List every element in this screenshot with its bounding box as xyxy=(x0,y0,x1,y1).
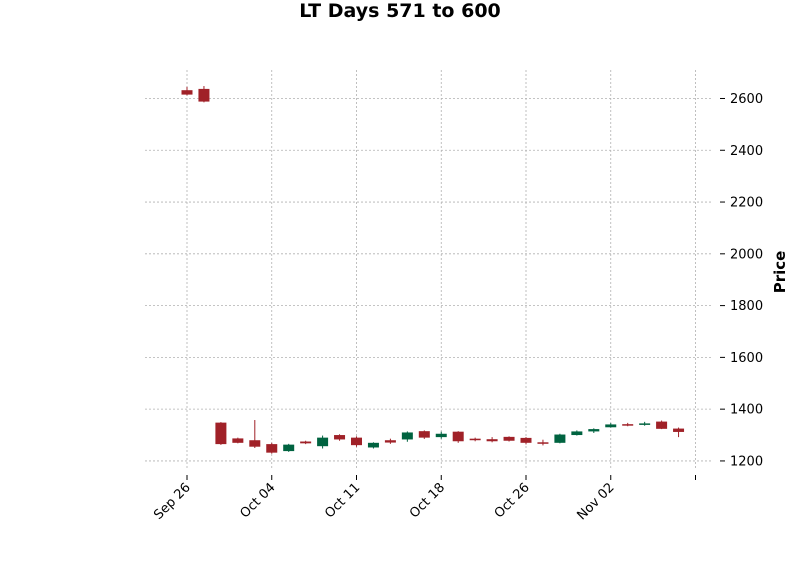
candle xyxy=(401,431,413,442)
y-tick-label: 1800 xyxy=(730,299,763,314)
y-axis-label: Price xyxy=(771,251,789,294)
candle-body xyxy=(622,424,634,426)
candle xyxy=(351,436,362,447)
candle-body xyxy=(401,432,413,440)
candle-body xyxy=(605,424,617,428)
y-tick-label: 2200 xyxy=(730,196,763,211)
candle-body xyxy=(317,437,329,447)
candle xyxy=(266,442,278,454)
candle-body xyxy=(588,429,600,432)
y-tick-label: 1200 xyxy=(730,454,763,469)
candle xyxy=(300,440,312,445)
candle xyxy=(656,420,668,430)
candle-body xyxy=(469,438,481,441)
x-tick-label: Sep 26 xyxy=(151,480,194,523)
candle-body xyxy=(452,431,464,442)
candle xyxy=(520,437,532,445)
candle xyxy=(317,435,329,449)
candle-body xyxy=(639,423,651,425)
candle xyxy=(198,86,210,103)
candle-body xyxy=(283,444,295,452)
candle xyxy=(215,422,227,445)
y-tick-label: 2600 xyxy=(730,92,763,107)
candle-layer xyxy=(181,86,685,454)
candle xyxy=(452,431,464,443)
candle-body xyxy=(656,421,668,429)
candle xyxy=(469,437,481,442)
candle-body xyxy=(334,435,346,440)
candle-body xyxy=(571,431,583,436)
candle-body xyxy=(266,444,278,453)
candle-body xyxy=(554,434,566,443)
candle xyxy=(181,86,193,96)
candle-body xyxy=(418,431,430,438)
candle-body xyxy=(249,440,261,447)
x-tick-label: Oct 18 xyxy=(407,480,448,521)
candle xyxy=(571,430,583,436)
candle xyxy=(418,430,430,439)
candle xyxy=(605,423,617,428)
candle-body xyxy=(215,422,227,445)
candle xyxy=(554,433,566,444)
x-axis: Sep 26 Oct 04 Oct 11 Oct 18 Oct 26 Nov 02 xyxy=(151,475,696,523)
candle xyxy=(503,436,515,442)
candle-body xyxy=(384,440,396,443)
candle xyxy=(232,437,244,444)
x-tick-label: Oct 04 xyxy=(237,480,278,521)
candle-body xyxy=(486,439,498,442)
candle-body xyxy=(351,437,362,446)
y-tick-label: 1600 xyxy=(730,351,763,366)
candle-body xyxy=(198,88,210,102)
grid-layer xyxy=(145,70,712,470)
candle xyxy=(334,434,346,441)
candle xyxy=(249,420,261,448)
candle-body xyxy=(503,436,515,441)
y-tick-label: 1400 xyxy=(730,403,763,418)
candle-body xyxy=(367,442,379,448)
candle-body xyxy=(181,90,193,95)
candle xyxy=(622,422,634,427)
y-tick-label: 2400 xyxy=(730,144,763,159)
candle xyxy=(283,443,295,452)
candle-body xyxy=(537,442,549,444)
candle xyxy=(537,439,549,446)
x-tick-label: Oct 26 xyxy=(492,480,533,521)
candle-body xyxy=(232,438,244,443)
candle xyxy=(673,427,685,438)
candle xyxy=(435,431,447,439)
candle xyxy=(367,442,379,449)
candle xyxy=(639,421,651,426)
x-tick-label: Nov 02 xyxy=(574,480,617,523)
candle xyxy=(588,428,600,433)
candle-body xyxy=(300,441,312,444)
candle-body xyxy=(435,433,447,438)
y-tick-label: 2000 xyxy=(730,247,763,262)
candle xyxy=(486,437,498,443)
candle xyxy=(384,438,396,444)
x-tick-label: Oct 11 xyxy=(322,480,363,521)
chart-title: LT Days 571 to 600 xyxy=(299,0,501,22)
candle-body xyxy=(673,428,685,432)
candle-body xyxy=(520,437,532,443)
y-axis: 1200 1400 1600 1800 2000 2200 2400 2600 xyxy=(720,92,763,469)
